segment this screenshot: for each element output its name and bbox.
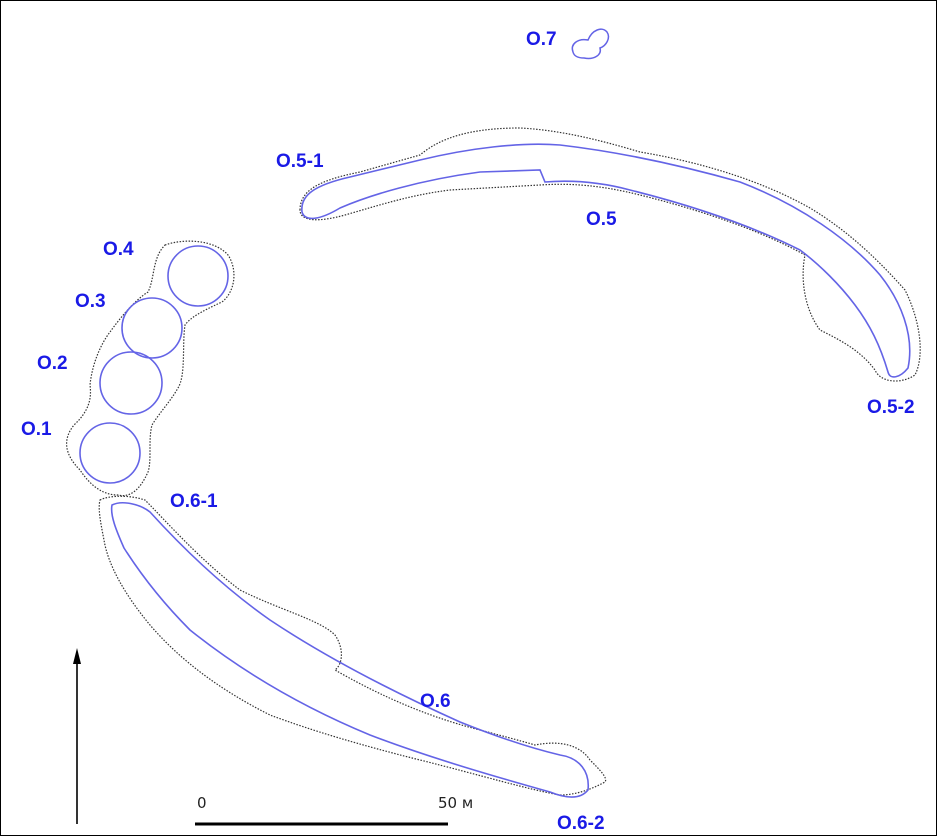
label-object-6: O.6 <box>420 691 451 712</box>
scale-end-label: 50 м <box>438 794 474 812</box>
object-6 <box>98 495 607 798</box>
object-6-inner-contour <box>110 502 589 798</box>
object-7 <box>571 28 610 60</box>
label-object-6-1: O.6-1 <box>170 491 218 512</box>
label-object-1: O.1 <box>21 419 52 440</box>
label-object-5-1: O.5-1 <box>276 151 324 172</box>
object-3-contour <box>121 297 183 359</box>
object-5-outer-contour <box>299 127 921 382</box>
label-object-5-2: O.5-2 <box>867 397 915 418</box>
object-6-outer-contour <box>98 495 607 796</box>
scale-start-label: 0 <box>197 794 207 812</box>
object-2-contour <box>99 351 163 415</box>
object-5 <box>299 127 921 382</box>
label-object-6-2: O.6-2 <box>557 813 605 834</box>
label-object-4: O.4 <box>103 239 134 260</box>
objects-1-4 <box>66 240 235 497</box>
label-object-7: O.7 <box>526 29 557 50</box>
object-5-inner-contour <box>301 143 911 378</box>
object-4-contour <box>167 245 229 307</box>
label-object-5: O.5 <box>586 209 617 230</box>
object-7-contour <box>571 28 610 60</box>
north-arrow-icon <box>73 648 81 824</box>
label-object-3: O.3 <box>75 291 106 312</box>
objects-1-4-outer-contour <box>66 240 235 497</box>
object-1-contour <box>79 422 141 484</box>
label-object-2: O.2 <box>37 353 68 374</box>
